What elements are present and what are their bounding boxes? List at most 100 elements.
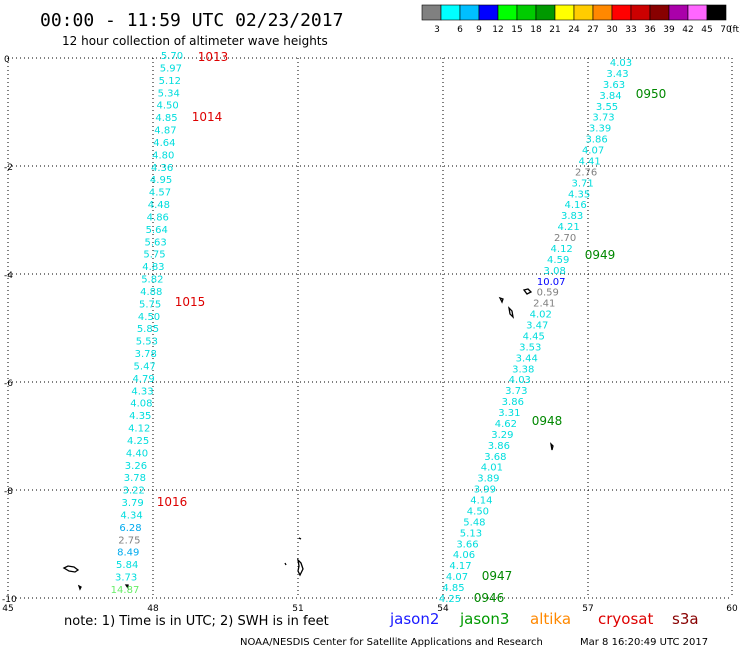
island-east-2 bbox=[498, 296, 504, 304]
colorbar-tick-label: 30 bbox=[606, 25, 618, 35]
wave-height-label: 3.78 bbox=[124, 473, 146, 484]
wave-height-label: 4.12 bbox=[128, 424, 150, 435]
colorbar-tick-label: 36 bbox=[644, 25, 656, 35]
wave-height-label: 5.34 bbox=[158, 88, 180, 99]
colorbar-swatch bbox=[706, 4, 727, 21]
wave-height-label: 4.40 bbox=[126, 448, 148, 459]
pass-time-label: 0950 bbox=[636, 87, 667, 101]
wave-height-label: 3.47 bbox=[526, 321, 548, 332]
wave-height-label: 2.76 bbox=[575, 167, 597, 178]
wave-height-label: 5.75 bbox=[143, 250, 165, 261]
wave-height-label: 5.48 bbox=[463, 517, 485, 528]
wave-height-label: 5.47 bbox=[134, 361, 156, 372]
colorbar-tick-label: 12 bbox=[492, 25, 503, 35]
wave-height-label: 3.38 bbox=[512, 364, 534, 375]
wave-height-label: 3.71 bbox=[571, 178, 593, 189]
wave-height-label: 3.31 bbox=[498, 408, 520, 419]
y-tick-label: -8 bbox=[4, 487, 13, 497]
colorbar-swatch bbox=[592, 4, 613, 21]
colorbar-swatch bbox=[611, 4, 632, 21]
pass-time-label: 1015 bbox=[175, 295, 206, 309]
wave-height-label: 2.70 bbox=[554, 233, 576, 244]
colorbar-tick-label: 27 bbox=[587, 25, 598, 35]
colorbar-tick-label: 45 bbox=[701, 25, 712, 35]
y-tick-label: -2 bbox=[4, 163, 13, 173]
wave-height-label: 4.86 bbox=[147, 212, 169, 223]
island-west-small bbox=[77, 584, 82, 591]
island-center bbox=[297, 558, 304, 577]
wave-height-label: 4.85 bbox=[155, 113, 177, 124]
wave-height-label: 4.08 bbox=[130, 399, 152, 410]
wave-height-label: 4.50 bbox=[156, 101, 178, 112]
wave-height-label: 3.99 bbox=[474, 485, 496, 496]
wave-height-label: 4.25 bbox=[439, 594, 461, 605]
wave-height-label: 4.25 bbox=[127, 436, 149, 447]
wave-height-label: 10.07 bbox=[537, 277, 566, 288]
pass-time-label: 0947 bbox=[482, 569, 513, 583]
wave-height-label: 3.44 bbox=[516, 353, 538, 364]
wave-height-label: 4.50 bbox=[138, 312, 160, 323]
x-tick-label: 54 bbox=[437, 604, 449, 614]
wave-height-label: 3.63 bbox=[603, 80, 625, 91]
island-south bbox=[124, 584, 129, 591]
island-east-4 bbox=[550, 442, 554, 451]
island-east-1 bbox=[522, 288, 533, 295]
wave-height-label: 4.62 bbox=[495, 419, 517, 430]
colorbar-swatch bbox=[459, 4, 480, 21]
wave-height-label: 3.55 bbox=[596, 102, 618, 113]
wave-height-label: 3.86 bbox=[585, 135, 607, 146]
wave-height-label: 6.28 bbox=[119, 523, 141, 534]
wave-height-label: 3.89 bbox=[477, 474, 499, 485]
colorbar-swatch bbox=[478, 4, 499, 21]
wave-height-label: 3.66 bbox=[456, 539, 478, 550]
wave-height-label: 2.75 bbox=[118, 535, 140, 546]
wave-height-label: 3.08 bbox=[544, 266, 566, 277]
wave-height-label: 5.70 bbox=[161, 51, 183, 62]
altimeter-track-2: 4.033.433.633.843.553.733.393.864.074.41… bbox=[439, 58, 666, 605]
wave-height-label: 4.36 bbox=[151, 163, 173, 174]
colorbar-swatch bbox=[687, 4, 708, 21]
wave-height-label: 5.12 bbox=[159, 76, 181, 87]
wave-height-label: 8.49 bbox=[117, 548, 139, 559]
colorbar-swatch bbox=[497, 4, 518, 21]
island-east-3 bbox=[508, 306, 514, 319]
colorbar-tick-label: 9 bbox=[476, 25, 482, 35]
map-subtitle: 12 hour collection of altimeter wave hei… bbox=[62, 34, 328, 48]
wave-height-label: 4.83 bbox=[142, 262, 164, 273]
wave-height-label: 4.01 bbox=[481, 463, 503, 474]
wave-height-label: 3.78 bbox=[135, 349, 157, 360]
x-tick-label: 60 bbox=[726, 604, 738, 614]
wave-height-label: 3.43 bbox=[606, 69, 628, 80]
wave-height-label: 3.73 bbox=[115, 573, 137, 584]
pass-time-label: 0948 bbox=[532, 414, 563, 428]
footer-timestamp: Mar 8 16:20:49 UTC 2017 bbox=[580, 637, 708, 648]
wave-height-label: 5.53 bbox=[136, 337, 158, 348]
wave-height-label: 5.13 bbox=[460, 528, 482, 539]
altimeter-track-1: 5.705.975.125.344.504.854.874.644.804.36… bbox=[111, 50, 229, 596]
colorbar-tick-label: 24 bbox=[568, 25, 580, 35]
wave-height-label: 4.35 bbox=[568, 189, 590, 200]
wave-height-label: 4.45 bbox=[523, 331, 545, 342]
wave-height-label: 4.85 bbox=[442, 583, 464, 594]
wave-height-label: 4.95 bbox=[150, 175, 172, 186]
wave-height-label: 3.86 bbox=[502, 397, 524, 408]
land-islands bbox=[62, 288, 554, 591]
wave-height-label: 3.29 bbox=[491, 430, 513, 441]
wave-height-label: 4.02 bbox=[530, 310, 552, 321]
wave-height-label: 2.41 bbox=[533, 299, 555, 310]
wave-height-label: 4.14 bbox=[470, 496, 492, 507]
wave-height-label: 5.85 bbox=[137, 324, 159, 335]
y-tick-label: -6 bbox=[4, 379, 13, 389]
colorbar-swatch bbox=[668, 4, 689, 21]
wave-height-label: 5.82 bbox=[141, 275, 163, 286]
satellite-legend-s3a: s3a bbox=[672, 610, 699, 628]
y-tick-label: -10 bbox=[2, 595, 17, 605]
wave-height-label: 4.41 bbox=[578, 156, 600, 167]
pass-time-label: 0949 bbox=[585, 248, 616, 262]
wave-height-label: 4.50 bbox=[467, 506, 489, 517]
y-tick-label: 0 bbox=[4, 55, 10, 65]
satellite-legend-jason3: jason3 bbox=[459, 610, 509, 628]
wave-height-label: 4.59 bbox=[547, 255, 569, 266]
wave-height-label: 0.59 bbox=[537, 288, 559, 299]
wave-height-label: 3.22 bbox=[123, 486, 145, 497]
